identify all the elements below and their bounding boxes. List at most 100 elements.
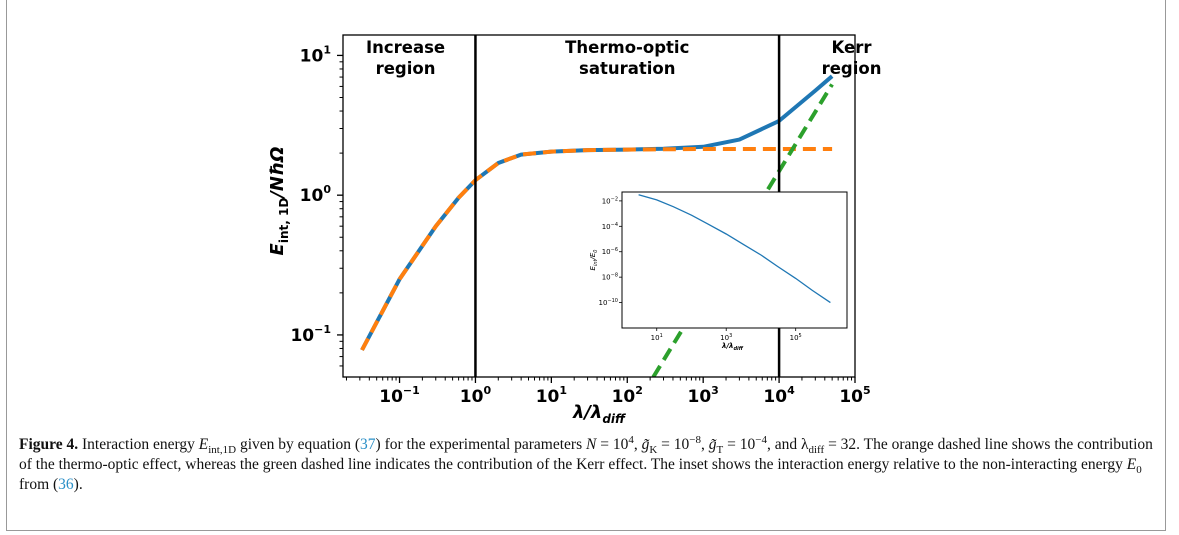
main-x-tick-exp-1: 0 [483, 384, 491, 397]
caption-segment: −8 [689, 433, 702, 446]
caption-segment: = 10 [596, 436, 629, 453]
inset-chart: 101 103 10510−210−410−610−810−10λ/λdiffEin… [589, 191, 848, 352]
inset-y-axis-label: Eint/E0 [589, 250, 599, 271]
caption-segment: T [716, 444, 724, 457]
main-x-tick-label-3: 102 [612, 384, 643, 407]
main-y-tick-label-2: 101 [300, 43, 331, 66]
inset-y-tick-base-3: 10 [602, 274, 611, 282]
main-y-tick-label-1: 100 [300, 183, 332, 206]
main-x-tick-label-0: 10−1 [379, 384, 420, 407]
main-x-tick-label-2: 101 [536, 384, 567, 407]
caption-segment: given by equation ( [236, 436, 361, 453]
main-x-tick-exp-2: 1 [559, 384, 567, 397]
main-x-tick-exp-3: 2 [635, 384, 643, 397]
main-x-tick-label-6: 105 [839, 384, 870, 407]
inset-y-tick-exp-1: −4 [611, 222, 618, 228]
inset-y-axis-label-main: E [589, 265, 597, 270]
caption-segment: ) for the experimental parameters [375, 436, 586, 453]
main-y-tick-exp-2: 1 [323, 43, 331, 56]
main-x-tick-label-1: 100 [460, 384, 492, 407]
caption-segment: 0 [1136, 464, 1142, 477]
caption-segment: = 10 [723, 436, 756, 453]
main-x-tick-base-1: 10 [460, 387, 484, 407]
main-y-axis-label-main: E [267, 242, 288, 255]
inset-y-tick-base-0: 10 [602, 197, 611, 205]
inset-y-tick-label-2: 10−6 [602, 247, 618, 256]
main-x-tick-base-2: 10 [536, 387, 560, 407]
caption-segment: , [701, 436, 709, 453]
inset-x-axis-label-main: λ/λ [721, 342, 733, 350]
inset-y-axis-label-tail: /E [589, 252, 597, 260]
main-x-tick-exp-5: 4 [787, 384, 795, 397]
main-x-tick-label-5: 104 [763, 384, 795, 407]
main-x-tick-exp-0: −1 [403, 384, 420, 397]
caption-segment: −4 [755, 433, 767, 446]
caption-text: Interaction energy Eint,1D given by equa… [19, 433, 1153, 493]
inset-y-tick-label-0: 10−2 [602, 196, 618, 205]
inset-y-tick-label-4: 10−10 [599, 298, 618, 307]
main-y-axis-label: Eint, 1D/NħΩ [267, 147, 291, 256]
main-region-label-1: Thermo-optic saturation [565, 38, 689, 78]
inset-y-axis-label-sub: int [593, 258, 599, 266]
figure-frame [6, 0, 1166, 531]
caption-label: Figure 4. [19, 436, 79, 453]
main-x-tick-label-4: 103 [688, 384, 719, 407]
main-x-tick-exp-6: 5 [863, 384, 871, 397]
inset-x-tick-exp-0: 1 [660, 333, 663, 339]
inset-y-tick-exp-4: −10 [607, 298, 618, 304]
caption-equation-ref: 36 [58, 476, 74, 493]
main-y-tick-base-0: 10 [290, 326, 314, 346]
main-region-label-0-line-1: region [376, 59, 436, 78]
caption-segment: ). [73, 476, 83, 493]
caption-segment: int,1D [208, 444, 237, 457]
main-x-tick-base-5: 10 [763, 387, 787, 407]
caption-segment: diff [808, 444, 825, 457]
inset-x-tick-base-2: 10 [790, 334, 799, 342]
inset-axes-frame [621, 191, 848, 329]
inset-y-tick-base-1: 10 [602, 223, 611, 231]
inset-y-tick-exp-3: −8 [611, 273, 618, 279]
caption-segment: N [586, 436, 597, 453]
caption-segment: = 10 [657, 436, 690, 453]
main-region-label-0-line-0: Increase [366, 38, 445, 57]
main-x-tick-base-4: 10 [688, 387, 712, 407]
inset-x-tick-base-0: 10 [651, 334, 660, 342]
inset-y-tick-exp-2: −6 [611, 247, 618, 253]
caption-segment: , [633, 436, 642, 453]
main-region-label-2: Kerr region [822, 38, 882, 78]
inset-y-tick-base-2: 10 [602, 248, 611, 256]
caption-segment: from ( [19, 476, 59, 493]
main-x-tick-exp-4: 3 [711, 384, 719, 397]
main-x-tick-base-6: 10 [839, 387, 863, 407]
main-region-label-2-line-0: Kerr [832, 38, 873, 57]
inset-y-tick-base-4: 10 [599, 299, 608, 307]
inset-y-tick-label-3: 10−8 [602, 273, 618, 282]
main-x-axis-label: λ/λdiff [572, 402, 626, 426]
main-axes-frame [342, 34, 856, 378]
caption-segment: g̃ [641, 436, 650, 453]
main-y-tick-exp-0: −1 [314, 323, 331, 336]
inset-x-tick-base-1: 10 [720, 334, 729, 342]
main-y-axis-label-sub: int, 1D [277, 198, 291, 243]
main-y-tick-base-2: 10 [300, 46, 324, 66]
main-region-label-1-line-0: Thermo-optic [565, 38, 689, 57]
main-x-axis-label-sub: diff [602, 412, 626, 426]
inset-x-axis-label-sub: diff [733, 346, 743, 352]
main-x-axis-label-main: λ/λ [572, 402, 602, 423]
main-y-tick-label-0: 10−1 [290, 323, 331, 346]
inset-y-axis-label-sub2: 0 [593, 250, 599, 253]
inset-x-tick-exp-1: 3 [729, 333, 732, 339]
caption-segment: E [1126, 456, 1137, 473]
inset-x-axis-label: λ/λdiff [721, 342, 744, 352]
caption-segment: E [198, 436, 209, 453]
caption-equation-ref: 37 [360, 436, 376, 453]
main-series-line-1 [360, 147, 833, 351]
caption-segment: = 32. The orange dashed line shows the c… [19, 436, 1153, 473]
main-region-label-0: Increase region [366, 38, 445, 78]
caption-segment: 4 [628, 433, 634, 446]
inset-x-tick-label-0: 101 [651, 333, 663, 342]
caption-segment: , and λ [766, 436, 809, 453]
figure-caption: Figure 4. Interaction energy Eint,1D giv… [19, 433, 1154, 495]
inset-x-tick-label-2: 105 [790, 333, 802, 342]
inset-y-tick-exp-0: −2 [611, 196, 618, 202]
